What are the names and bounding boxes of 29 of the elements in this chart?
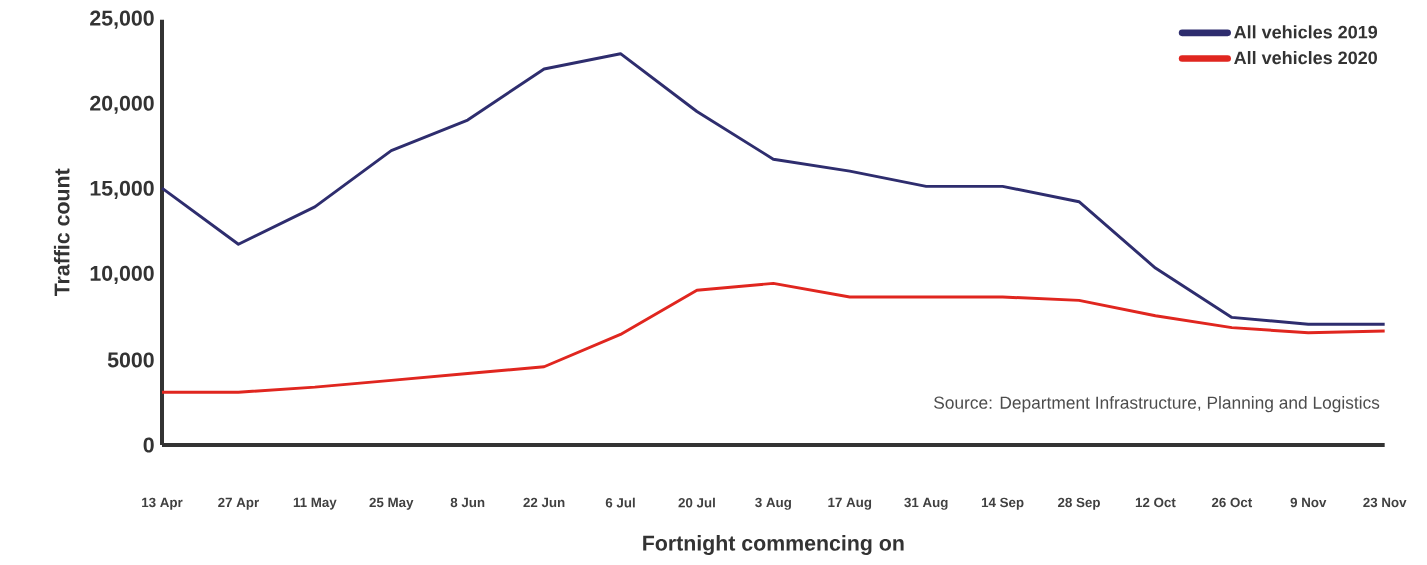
x-tick-label: 6 Jul <box>605 497 635 508</box>
x-tick-label: 31 Aug <box>904 497 948 510</box>
y-tick-label: 10,000 <box>90 265 154 284</box>
x-tick-label: 11 May <box>293 497 337 510</box>
x-tick-label: 20 Jul <box>678 497 715 508</box>
x-tick-label: 23 Nov <box>1363 497 1407 508</box>
x-tick-label: 13 Apr <box>142 497 183 510</box>
annotation: Source: Department Infrastructure, Planning and Logistics <box>934 396 1380 413</box>
x-tick-label: 17 Aug <box>828 497 872 510</box>
x-tick-label: 14 Sep <box>981 497 1024 510</box>
x-tick-label: 12 Oct <box>1135 497 1176 508</box>
x-tick-label: 9 Nov <box>1290 497 1327 508</box>
y-tick-label: 15,000 <box>90 180 154 199</box>
x-tick-label: 27 Apr <box>218 497 259 510</box>
y-axis-title: Traffic count <box>53 168 70 297</box>
x-tick-label: 8 Jun <box>450 497 485 508</box>
y-tick-label: 5000 <box>107 352 154 368</box>
x-tick-label: 3 Aug <box>755 497 791 510</box>
y-tick-label: 0 <box>143 437 154 453</box>
x-tick-label: 28 Sep <box>1057 497 1100 510</box>
x-tick-label: 25 May <box>369 497 414 510</box>
legend-label: All vehicles 2020 <box>1234 50 1377 65</box>
y-tick-label: 20,000 <box>90 95 154 114</box>
legend-label: All vehicles 2019 <box>1234 25 1378 39</box>
y-tick-label: 25,000 <box>90 10 154 29</box>
x-axis-title: Fortnight commencing on <box>643 535 904 555</box>
x-tick-label: 26 Oct <box>1211 497 1253 508</box>
x-tick-label: 22 Jun <box>523 497 565 508</box>
line-series <box>160 52 1387 326</box>
